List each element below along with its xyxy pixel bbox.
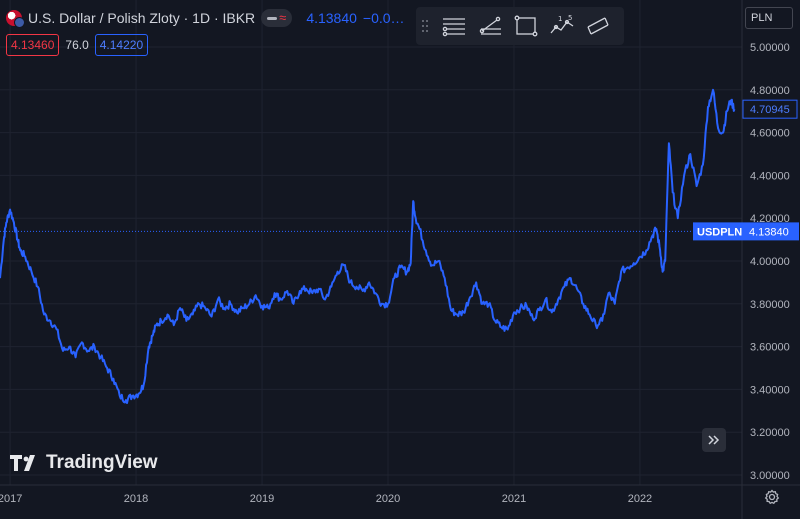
price-tick-label: 4.80000 — [750, 85, 790, 97]
time-axis[interactable]: 2017 2018 2019 2020 2021 2022 — [0, 484, 800, 505]
high-price-label-box — [742, 99, 798, 119]
sell-button[interactable]: 4.13460 — [6, 34, 60, 56]
symbol-title[interactable]: U.S. Dollar / Polish Zloty · 1D · IBKR — [28, 10, 256, 26]
scroll-to-realtime-button[interactable] — [702, 428, 726, 452]
price-tick-label: 4.20000 — [750, 213, 790, 225]
time-tick-label: 2018 — [124, 493, 148, 505]
svg-text:5: 5 — [568, 15, 572, 22]
time-tick-label: 2021 — [502, 493, 526, 505]
tradingview-logo[interactable]: TradingView — [10, 452, 158, 474]
tradingview-wordmark: TradingView — [46, 452, 158, 473]
price-tick-label: 3.20000 — [750, 427, 790, 439]
drag-handle-icon[interactable] — [422, 16, 430, 36]
time-tick-label: 2020 — [376, 493, 400, 505]
time-tick-label: 2022 — [628, 493, 652, 505]
usd-pln-flag-icon — [6, 10, 25, 28]
parallel-channel-icon[interactable] — [580, 11, 616, 41]
currency-button[interactable]: PLN — [745, 7, 793, 29]
price-axis[interactable]: 5.00000 4.80000 4.60000 4.40000 4.20000 4.000… — [741, 0, 790, 519]
trade-panel: 4.13460 76.0 4.14220 — [6, 34, 149, 56]
horizontal-lines-icon[interactable] — [436, 11, 472, 41]
price-tick-label: 3.40000 — [750, 384, 790, 396]
svg-text:1: 1 — [558, 15, 562, 23]
price-tick-label: 5.00000 — [750, 42, 790, 54]
minus-icon — [267, 16, 278, 20]
indicator-toggle[interactable]: ≈ — [261, 9, 293, 27]
tradingview-logo-icon — [10, 455, 35, 471]
header-last-price: 4.13840 — [306, 10, 357, 26]
last-price-tag — [693, 222, 799, 241]
price-tick-label: 4.60000 — [750, 128, 790, 140]
symbol-header: U.S. Dollar / Polish Zloty · 1D · IBKR ≈… — [6, 8, 405, 28]
price-tick-label: 3.80000 — [750, 299, 790, 311]
time-tick-label: 2019 — [250, 493, 274, 505]
usdpln-series-line — [0, 88, 736, 404]
time-tick-label: 2017 — [0, 493, 22, 505]
last-price-symbol: USDPLN — [697, 226, 742, 238]
price-tick-label: 3.60000 — [750, 342, 790, 354]
high-price-label: 4.70945 — [750, 104, 790, 116]
price-tick-label: 3.00000 — [750, 470, 790, 482]
spread-value: 76.0 — [65, 38, 89, 52]
price-labels: 4.70945 USDPLN 4.13840 — [693, 99, 799, 241]
price-tick-label: 4.40000 — [750, 170, 790, 182]
chart-grid — [0, 0, 742, 485]
settings-gear-icon[interactable] — [764, 489, 780, 505]
double-chevron-right-icon — [708, 435, 720, 445]
trend-branch-icon[interactable] — [472, 11, 508, 41]
buy-button[interactable]: 4.14220 — [94, 34, 149, 56]
last-price-value: 4.13840 — [749, 226, 789, 238]
price-tick-label: 4.00000 — [750, 256, 790, 268]
wave-icon: ≈ — [279, 10, 287, 25]
rectangle-icon[interactable] — [508, 11, 544, 41]
header-change: −0.0… — [362, 10, 405, 26]
